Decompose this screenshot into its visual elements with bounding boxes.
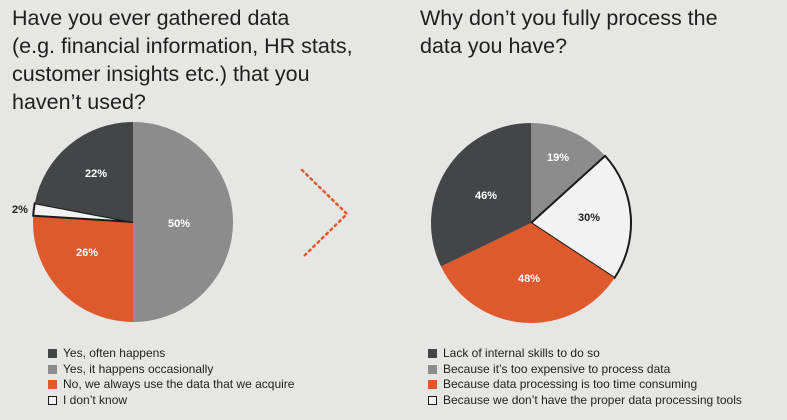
legend-swatch: [48, 395, 57, 405]
legend-item: Because it’s too expensive to process da…: [428, 362, 742, 378]
legend-item: Yes, often happens: [48, 346, 294, 362]
pie-slice: [531, 123, 606, 223]
pie-slice: [430, 123, 531, 267]
pie-slice: [32, 202, 134, 223]
pie-value-label: 2%: [12, 204, 28, 216]
right-pie: 19% 30% 48% 46%: [430, 123, 632, 324]
legend-label: No, we always use the data that we acqui…: [63, 377, 295, 391]
legend-swatch: [428, 364, 437, 374]
legend-swatch: [48, 364, 57, 374]
pie-slice: [440, 223, 615, 324]
pie-value-label: 19%: [547, 152, 569, 164]
pie-value-label: 48%: [518, 273, 540, 285]
pie-slice: [33, 215, 133, 322]
legend-item: Because data processing is too time cons…: [428, 377, 742, 393]
legend-label: Because it’s too expensive to process da…: [443, 361, 671, 376]
left-pie: 50% 26% 2% 22%: [12, 121, 233, 322]
left-chart-title: Have you ever gathered data (e.g. financ…: [12, 6, 353, 114]
legend-swatch: [48, 380, 57, 390]
pie-slice: [529, 154, 632, 280]
pie-value-label: 50%: [168, 218, 190, 230]
pie-slice: [133, 122, 233, 322]
legend-label: Because data processing is too time cons…: [443, 377, 698, 391]
legend-swatch: [48, 349, 57, 359]
legend-label: I don’t know: [63, 392, 128, 407]
legend-item: I don’t know: [48, 393, 294, 409]
pie-value-label: 26%: [76, 247, 98, 259]
legend-swatch: [428, 395, 437, 405]
legend-label: Yes, often happens: [63, 346, 166, 360]
right-legend: Lack of internal skills to do so Because …: [428, 346, 742, 408]
legend-item: Lack of internal skills to do so: [428, 346, 742, 362]
legend-label: Because we don’t have the proper data pr…: [443, 392, 742, 407]
legend-item: No, we always use the data that we acqui…: [48, 377, 294, 393]
right-chart-title: Why don’t you fully process the data you…: [420, 6, 718, 58]
pie-value-label: 30%: [578, 212, 600, 224]
pie-slice: [34, 121, 133, 222]
pie-value-label: 46%: [475, 190, 497, 202]
legend-label: Lack of internal skills to do so: [443, 346, 600, 360]
chevron-right-icon: [300, 168, 349, 260]
left-legend: Yes, often happens Yes, it happens occasi…: [48, 346, 294, 408]
pie-value-label: 22%: [85, 168, 107, 180]
legend-item: Because we don’t have the proper data pr…: [428, 393, 742, 409]
legend-item: Yes, it happens occasionally: [48, 362, 294, 378]
legend-swatch: [428, 349, 437, 359]
legend-swatch: [428, 380, 437, 390]
legend-label: Yes, it happens occasionally: [63, 361, 214, 376]
